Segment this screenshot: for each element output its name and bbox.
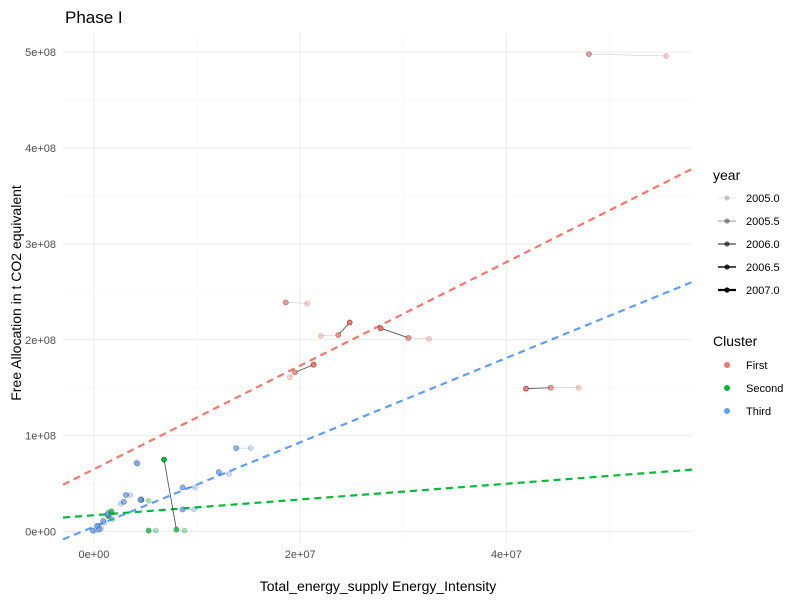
data-point-first (575, 384, 582, 391)
y-tick-label: 5e+08 (25, 47, 56, 59)
trend-line-third (62, 281, 693, 541)
data-point-first (304, 300, 311, 307)
data-point-second (145, 527, 152, 534)
data-point-second (173, 526, 180, 533)
legend-cluster-title: Cluster (713, 333, 758, 349)
data-point-third (123, 492, 129, 498)
year-path-segment (408, 337, 430, 340)
data-point-third (215, 469, 222, 475)
y-tick-label: 0e+00 (25, 526, 56, 538)
legend-cluster-label: Third (746, 406, 771, 418)
legend-cluster-label: First (746, 360, 767, 372)
data-point-third (100, 518, 107, 524)
chart-title: Phase I (65, 8, 123, 27)
y-tick-label: 2e+08 (25, 335, 56, 347)
data-point-third (137, 496, 144, 503)
data-point-first (377, 325, 384, 332)
data-point-first (585, 51, 592, 57)
legend-year-key-point (724, 287, 730, 293)
legend-cluster-label: Second (746, 383, 783, 395)
legend-year-key-point (724, 218, 730, 224)
data-point-third (96, 526, 102, 533)
x-tick-label: 2e+07 (285, 549, 316, 561)
year-path-segment (285, 302, 308, 304)
legend-cluster-key-first (724, 362, 730, 368)
data-point-third (247, 445, 254, 451)
data-point-third (104, 511, 111, 518)
minor-gridlines (63, 33, 692, 543)
year-path-segment (380, 327, 409, 339)
legend-year-label: 2006.0 (746, 239, 780, 251)
data-point-third (134, 460, 141, 467)
data-point-third (90, 527, 96, 534)
data-point-first (663, 53, 670, 59)
legend-cluster-key-third (724, 408, 730, 414)
trend-line-first (62, 167, 693, 486)
data-point-second (181, 527, 188, 534)
data-point-first (282, 299, 289, 306)
legend-year-title: year (713, 167, 741, 183)
year-paths (92, 53, 667, 531)
x-axis-ticks: 0e+00 2e+07 4e+07 (78, 549, 521, 561)
legend-cluster-key-second (724, 385, 730, 391)
major-gridlines (63, 33, 692, 543)
legend-year-key-point (724, 195, 730, 201)
data-point-first (346, 319, 353, 326)
data-point-first (317, 333, 324, 339)
legend-year-label: 2007.0 (746, 285, 780, 297)
data-point-third (233, 445, 240, 451)
data-point-first (335, 332, 342, 338)
y-axis-title: Free Allocation in t CO2 equivalent (8, 185, 24, 401)
data-point-third (120, 498, 127, 505)
y-tick-label: 3e+08 (25, 239, 56, 251)
x-axis-title: Total_energy_supply Energy_Intensity (260, 578, 497, 594)
legend-year: year 2005.0 2005.5 2006.0 2006.5 2007.0 (713, 167, 780, 297)
data-point-third (191, 506, 197, 513)
y-tick-label: 4e+08 (25, 143, 56, 155)
y-tick-label: 1e+08 (25, 431, 56, 443)
year-path-segment (588, 53, 667, 57)
legend-year-label: 2005.5 (746, 216, 780, 228)
legend-year-key-point (724, 264, 730, 270)
data-point-second (109, 516, 116, 522)
data-point-first (547, 384, 554, 391)
data-point-first (405, 334, 412, 341)
data-point-third (192, 484, 198, 491)
x-tick-label: 0e+00 (78, 549, 109, 561)
data-point-third (179, 484, 186, 491)
x-tick-label: 4e+07 (491, 549, 522, 561)
legend-cluster: Cluster First Second Third (713, 333, 783, 418)
data-point-first (310, 361, 317, 368)
data-point-second (152, 527, 159, 534)
data-point-first (426, 335, 432, 342)
data-point-first (523, 385, 529, 392)
year-path-segment (525, 387, 551, 390)
legend-year-key-point (724, 241, 730, 247)
y-axis-ticks: 0e+00 1e+08 2e+08 3e+08 4e+08 5e+08 (25, 47, 56, 538)
year-path-segment (320, 334, 339, 337)
data-point-third (226, 471, 232, 477)
data-point-second (161, 456, 167, 463)
year-path-segment (163, 459, 177, 530)
trend-lines (62, 167, 693, 541)
data-points (90, 51, 670, 534)
data-point-third (179, 506, 186, 513)
data-point-second (108, 508, 115, 515)
data-point-first (286, 374, 293, 381)
legend-year-label: 2005.0 (746, 193, 780, 205)
trend-line-second (62, 468, 693, 519)
legend-year-label: 2006.5 (746, 262, 780, 274)
data-point-first (292, 369, 298, 376)
data-point-second (145, 497, 152, 504)
year-path-segment (294, 364, 314, 373)
